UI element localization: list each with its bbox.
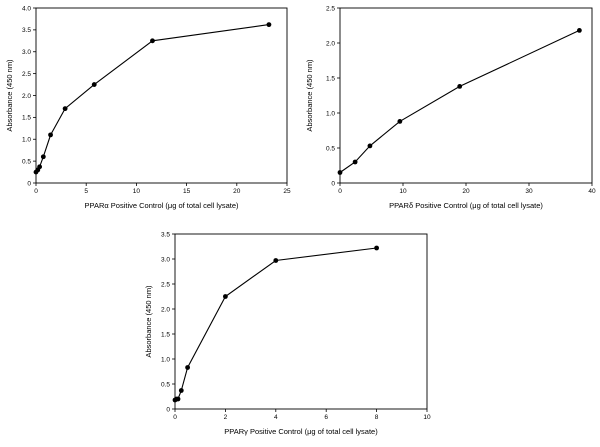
y-axis-label: Absorbance (450 nm) (5, 59, 14, 132)
chart-ppar-gamma: 0 2 4 6 8 10 0 0.5 1.0 1.5 2.0 2.5 3.0 3.5 PPARγ Posit… (125, 222, 445, 442)
y-tick-label: 0.5 (326, 145, 335, 152)
data-point (397, 119, 403, 124)
y-axis-label: Absorbance (450 nm) (305, 59, 314, 132)
data-point (37, 164, 43, 170)
y-tick-label: 1.0 (161, 356, 170, 363)
y-tick-label: 1.5 (161, 331, 170, 338)
x-tick-label: 2 (224, 414, 228, 421)
x-tick-label: 10 (399, 188, 407, 195)
x-tick-label: 15 (183, 188, 191, 195)
x-tick-label: 6 (324, 414, 328, 421)
series-line (35, 24, 269, 173)
x-tick-label: 5 (84, 188, 88, 195)
y-tick-label: 2.0 (161, 306, 170, 313)
x-tick-label: 4 (274, 414, 278, 421)
data-point (223, 294, 228, 299)
y-tick-label: 2.0 (326, 40, 335, 47)
x-tick-label: 20 (233, 188, 241, 195)
data-point (150, 38, 155, 44)
x-tick-label: 0 (173, 414, 177, 421)
data-point (374, 245, 379, 251)
x-axis-label: PPARα Positive Control (μg of total cell… (85, 201, 239, 210)
data-point (457, 84, 463, 89)
y-tick-label: 0 (27, 180, 31, 187)
y-axis-label: Absorbance (450 nm) (144, 285, 153, 358)
x-tick-label: 10 (423, 414, 431, 421)
y-tick-label: 1.5 (326, 75, 335, 82)
y-tick-label: 0.5 (161, 381, 170, 388)
x-axis-label: PPARδ Positive Control (μg of total cell… (389, 201, 543, 210)
plot-frame (339, 7, 593, 184)
y-tick-label: 3.5 (22, 27, 31, 34)
y-tick-label: 1.5 (22, 115, 31, 122)
y-tick-label: 2.0 (22, 93, 31, 100)
data-point (185, 365, 190, 370)
y-tick-label: 3.0 (161, 256, 170, 263)
x-tick-label: 20 (462, 188, 470, 195)
x-tick-label: 0 (34, 188, 38, 195)
data-point (48, 132, 53, 138)
data-point (175, 396, 181, 402)
x-tick-label: 40 (588, 188, 596, 195)
chart-ppar-alpha: 0 5 10 15 20 25 0 0.5 1.0 1.5 2.0 2.5 3.0 3.5 4.0 PPARα… (0, 0, 300, 220)
x-tick-label: 10 (133, 188, 141, 195)
data-point (352, 159, 358, 165)
y-tick-label: 2.5 (161, 281, 170, 288)
chart-ppar-delta: 0 10 20 30 40 0 0.5 1.0 1.5 2.0 2.5 PPARδ Positive … (300, 0, 600, 220)
plot-frame (35, 7, 288, 184)
x-axis-label: PPARγ Positive Control (μg of total cell… (224, 427, 378, 436)
plot-frame (174, 233, 428, 410)
chart-ppar-alpha-svg: 0 5 10 15 20 25 0 0.5 1.0 1.5 2.0 2.5 3.0 3.5 4.0 PPARα… (5, 5, 291, 210)
y-tick-label: 1.0 (326, 110, 335, 117)
series-line (174, 247, 377, 401)
data-point (337, 170, 343, 175)
data-point (367, 143, 373, 149)
data-point (40, 154, 46, 160)
data-point (577, 28, 582, 33)
y-tick-label: 4.0 (22, 5, 31, 12)
x-tick-label: 0 (338, 188, 342, 195)
data-point (91, 82, 97, 87)
y-tick-label: 0 (166, 406, 170, 413)
chart-ppar-delta-svg: 0 10 20 30 40 0 0.5 1.0 1.5 2.0 2.5 PPARδ Positive … (305, 5, 596, 210)
y-tick-label: 0 (331, 180, 335, 187)
x-tick-label: 8 (375, 414, 379, 421)
data-point (178, 388, 184, 393)
data-point (266, 22, 272, 28)
data-point (62, 106, 68, 112)
x-tick-label: 25 (283, 188, 291, 195)
y-tick-label: 3.0 (22, 49, 31, 56)
y-tick-label: 3.5 (161, 231, 170, 238)
y-tick-label: 2.5 (326, 5, 335, 12)
y-tick-label: 1.0 (22, 137, 31, 144)
data-point (273, 258, 279, 263)
chart-ppar-gamma-svg: 0 2 4 6 8 10 0 0.5 1.0 1.5 2.0 2.5 3.0 3.5 PPARγ Posit… (144, 231, 431, 436)
y-tick-label: 0.5 (22, 158, 31, 165)
x-tick-label: 30 (525, 188, 533, 195)
series-line (339, 29, 580, 173)
y-tick-label: 2.5 (22, 71, 31, 78)
